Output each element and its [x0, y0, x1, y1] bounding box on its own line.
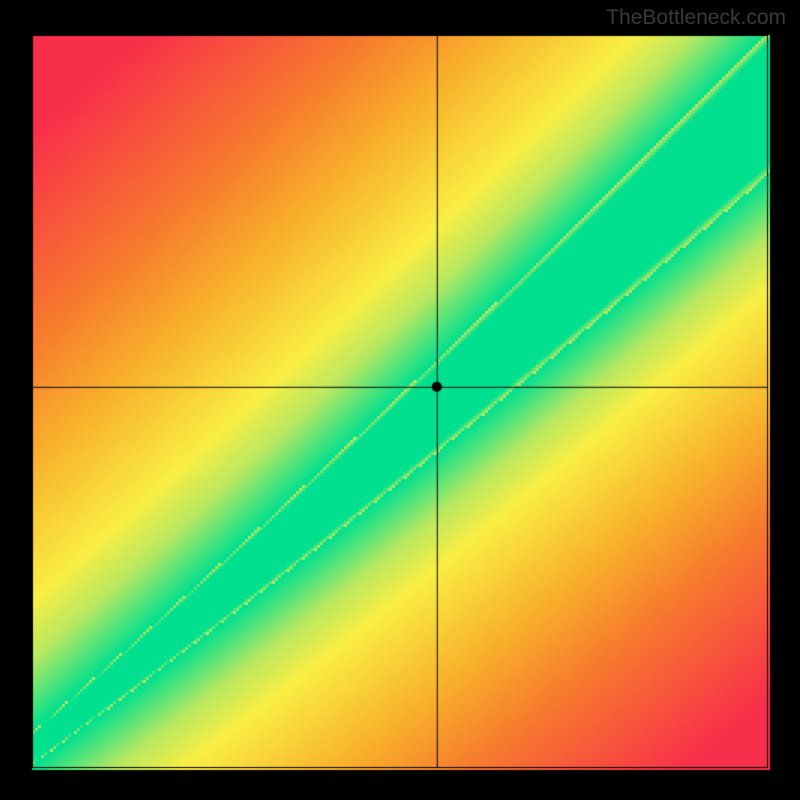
- watermark-text: TheBottleneck.com: [606, 6, 786, 30]
- bottleneck-heatmap-canvas: [0, 0, 800, 800]
- chart-container: TheBottleneck.com: [0, 0, 800, 800]
